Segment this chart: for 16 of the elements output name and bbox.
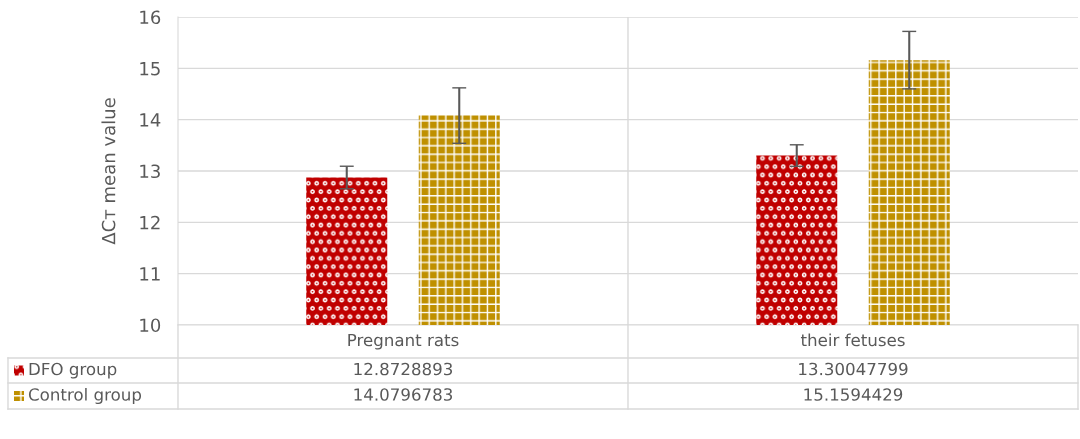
x-tick-label: Pregnant rats <box>348 333 459 350</box>
y-tick-label: 15 <box>140 62 160 76</box>
y-tick-label: 12 <box>140 215 160 230</box>
y-tick-label: 13 <box>140 164 160 179</box>
data-label: 12.8728893 <box>354 362 453 376</box>
data-label: 15.1594429 <box>804 388 903 401</box>
data-label: 14.0796783 <box>354 388 453 401</box>
y-tick-label: 10 <box>140 318 161 333</box>
y-tick-label: 11 <box>140 267 160 281</box>
y-tick-label: 14 <box>140 113 161 127</box>
y-tick-label: 16 <box>140 10 161 25</box>
data-label: 13.30047799 <box>799 362 908 376</box>
legend-label: Control group <box>28 387 142 405</box>
x-tick-label: their fetuses <box>800 333 905 347</box>
legend-label: DFO group <box>29 362 117 379</box>
y-axis-title: ΔCт mean value <box>101 98 116 245</box>
